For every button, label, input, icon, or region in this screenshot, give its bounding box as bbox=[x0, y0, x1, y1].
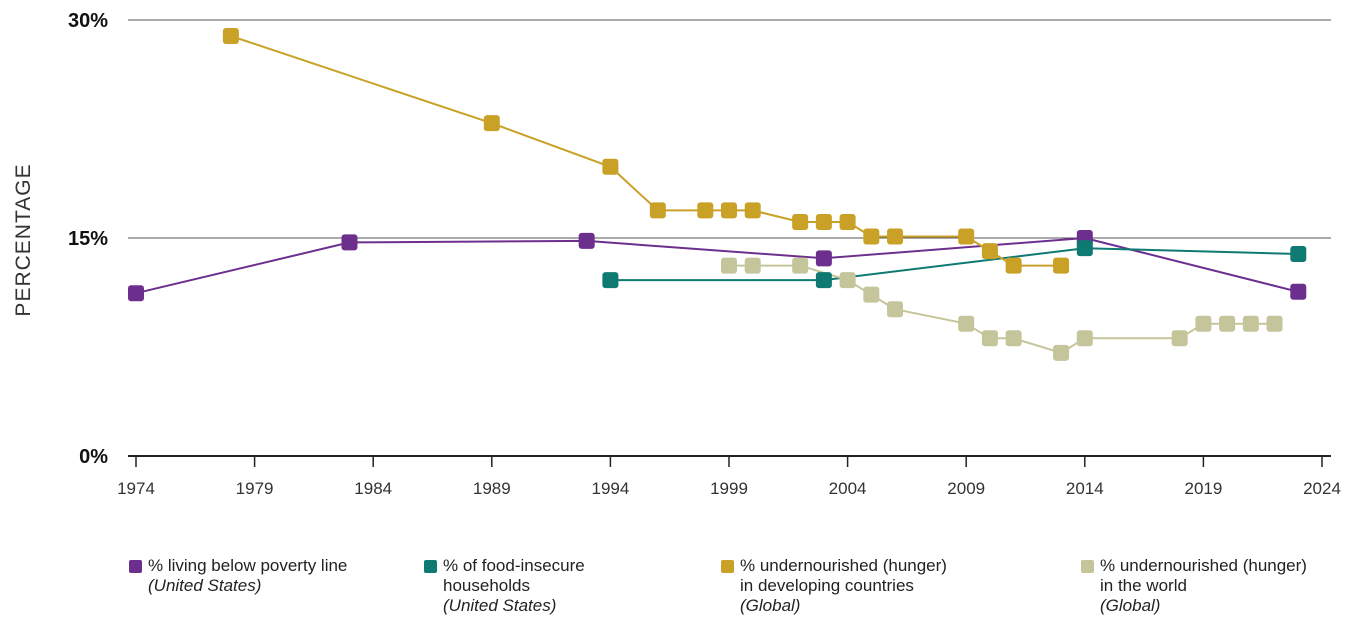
data-point-series-3 bbox=[649, 202, 666, 219]
legend-swatch bbox=[129, 560, 142, 573]
data-point-series-4 bbox=[1219, 315, 1236, 332]
legend-swatch bbox=[1081, 560, 1094, 573]
data-point-series-3 bbox=[744, 202, 761, 219]
x-tick-label: 2004 bbox=[829, 479, 867, 498]
series-line-3 bbox=[230, 35, 1062, 267]
data-point-series-1 bbox=[128, 285, 144, 302]
series-line-1 bbox=[135, 236, 1299, 295]
x-tick-label: 1974 bbox=[117, 479, 155, 498]
series-lines bbox=[135, 35, 1299, 354]
data-point-series-2 bbox=[602, 272, 619, 289]
legend-item: % undernourished (hunger) in developing … bbox=[721, 556, 950, 616]
legend-label: % undernourished (hunger) in developing … bbox=[740, 556, 947, 595]
x-tick-label: 2019 bbox=[1184, 479, 1222, 498]
legend-label: % undernourished (hunger) in the world bbox=[1100, 556, 1307, 595]
data-point-series-4 bbox=[1005, 330, 1022, 347]
legend-region: (United States) bbox=[148, 576, 262, 595]
x-tick-label: 2009 bbox=[947, 479, 985, 498]
y-tick-label: 15% bbox=[68, 228, 108, 250]
data-point-series-4 bbox=[1242, 315, 1259, 332]
legend-item: % of food-insecure households (United Sta… bbox=[424, 556, 653, 616]
data-point-series-4 bbox=[1053, 344, 1070, 361]
x-tick-label: 1989 bbox=[473, 479, 511, 498]
legend-label: % living below poverty line bbox=[148, 556, 348, 575]
data-point-series-3 bbox=[981, 243, 998, 260]
data-point-series-3 bbox=[839, 214, 856, 231]
x-tick-label: 1994 bbox=[591, 479, 629, 498]
legend-region: (United States) bbox=[443, 596, 557, 615]
data-point-series-4 bbox=[1076, 330, 1093, 347]
data-point-series-1 bbox=[1290, 283, 1307, 300]
data-point-series-3 bbox=[721, 202, 737, 219]
legend-item: % living below poverty line (United State… bbox=[129, 556, 358, 596]
data-point-series-3 bbox=[222, 27, 239, 44]
y-axis-ticks: 0% 15% 30% bbox=[68, 10, 108, 468]
grid-lines bbox=[128, 19, 1331, 239]
x-axis: 1974 1979 1984 1989 1994 1999 2004 2009 2014 2019… bbox=[117, 455, 1341, 498]
data-point-series-1 bbox=[341, 234, 358, 251]
data-point-series-4 bbox=[839, 272, 856, 289]
data-point-series-3 bbox=[602, 158, 619, 175]
y-tick-label: 0% bbox=[79, 446, 108, 468]
legend-region: (Global) bbox=[740, 596, 801, 615]
data-point-series-3 bbox=[697, 202, 714, 219]
data-point-series-4 bbox=[792, 257, 809, 274]
x-tick-label: 1999 bbox=[710, 479, 748, 498]
data-point-series-4 bbox=[1266, 315, 1283, 332]
y-axis-label: PERCENTAGE bbox=[12, 163, 35, 316]
legend-swatch bbox=[424, 560, 437, 573]
series-markers bbox=[128, 27, 1307, 361]
data-point-series-3 bbox=[815, 214, 832, 231]
data-point-series-3 bbox=[792, 214, 809, 231]
series-line-2 bbox=[610, 247, 1299, 282]
series-group bbox=[128, 27, 1307, 361]
legend-label: % of food-insecure households bbox=[443, 556, 585, 595]
data-point-series-4 bbox=[744, 257, 761, 274]
data-point-series-3 bbox=[887, 228, 904, 245]
legend-item: % undernourished (hunger) in the world (G… bbox=[1081, 556, 1310, 616]
x-tick-label: 1984 bbox=[354, 479, 392, 498]
data-point-series-4 bbox=[887, 301, 904, 318]
data-point-series-2 bbox=[815, 272, 832, 289]
data-point-series-1 bbox=[815, 250, 832, 267]
data-point-series-4 bbox=[721, 257, 737, 274]
x-tick-label: 2024 bbox=[1303, 479, 1341, 498]
data-point-series-3 bbox=[1053, 257, 1070, 274]
legend-region: (Global) bbox=[1100, 596, 1161, 615]
data-point-series-4 bbox=[958, 315, 975, 332]
data-point-series-3 bbox=[863, 228, 880, 245]
data-point-series-1 bbox=[578, 232, 595, 249]
x-tick-label: 2014 bbox=[1066, 479, 1104, 498]
data-point-series-4 bbox=[1171, 330, 1188, 347]
data-point-series-4 bbox=[1195, 315, 1212, 332]
data-point-series-3 bbox=[958, 228, 975, 245]
data-point-series-3 bbox=[483, 115, 500, 132]
y-tick-label: 30% bbox=[68, 10, 108, 32]
legend-swatch bbox=[721, 560, 734, 573]
data-point-series-3 bbox=[1005, 257, 1022, 274]
data-point-series-2 bbox=[1076, 240, 1093, 257]
x-tick-label: 1979 bbox=[236, 479, 274, 498]
data-point-series-4 bbox=[863, 286, 880, 303]
data-point-series-2 bbox=[1290, 245, 1307, 262]
data-point-series-4 bbox=[981, 330, 998, 347]
series-line-4 bbox=[729, 264, 1275, 354]
